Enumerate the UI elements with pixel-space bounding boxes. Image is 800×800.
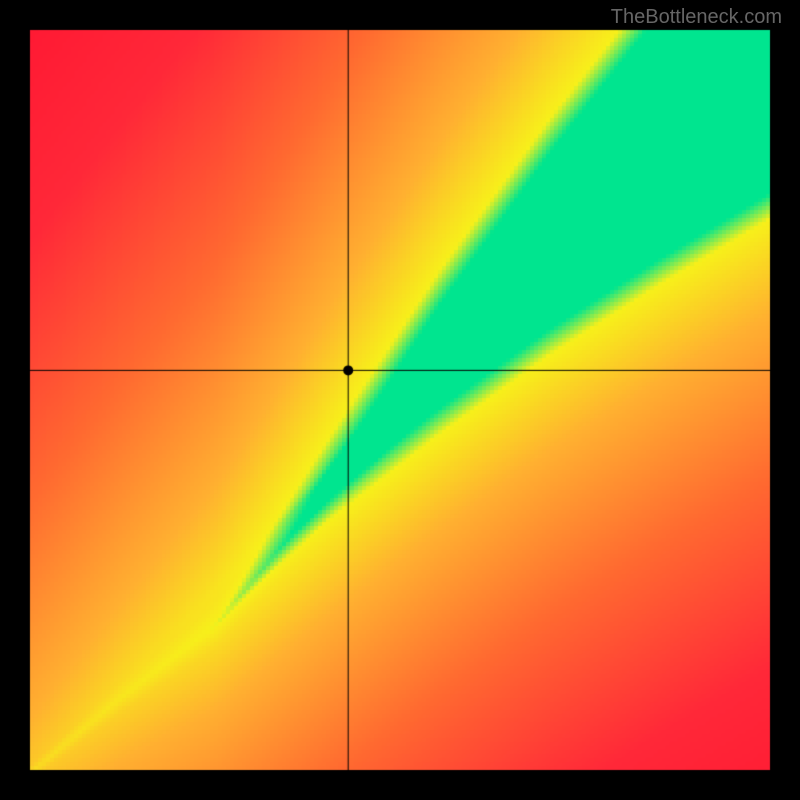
bottleneck-heatmap — [0, 0, 800, 800]
chart-container: TheBottleneck.com — [0, 0, 800, 800]
watermark-text: TheBottleneck.com — [611, 6, 782, 29]
